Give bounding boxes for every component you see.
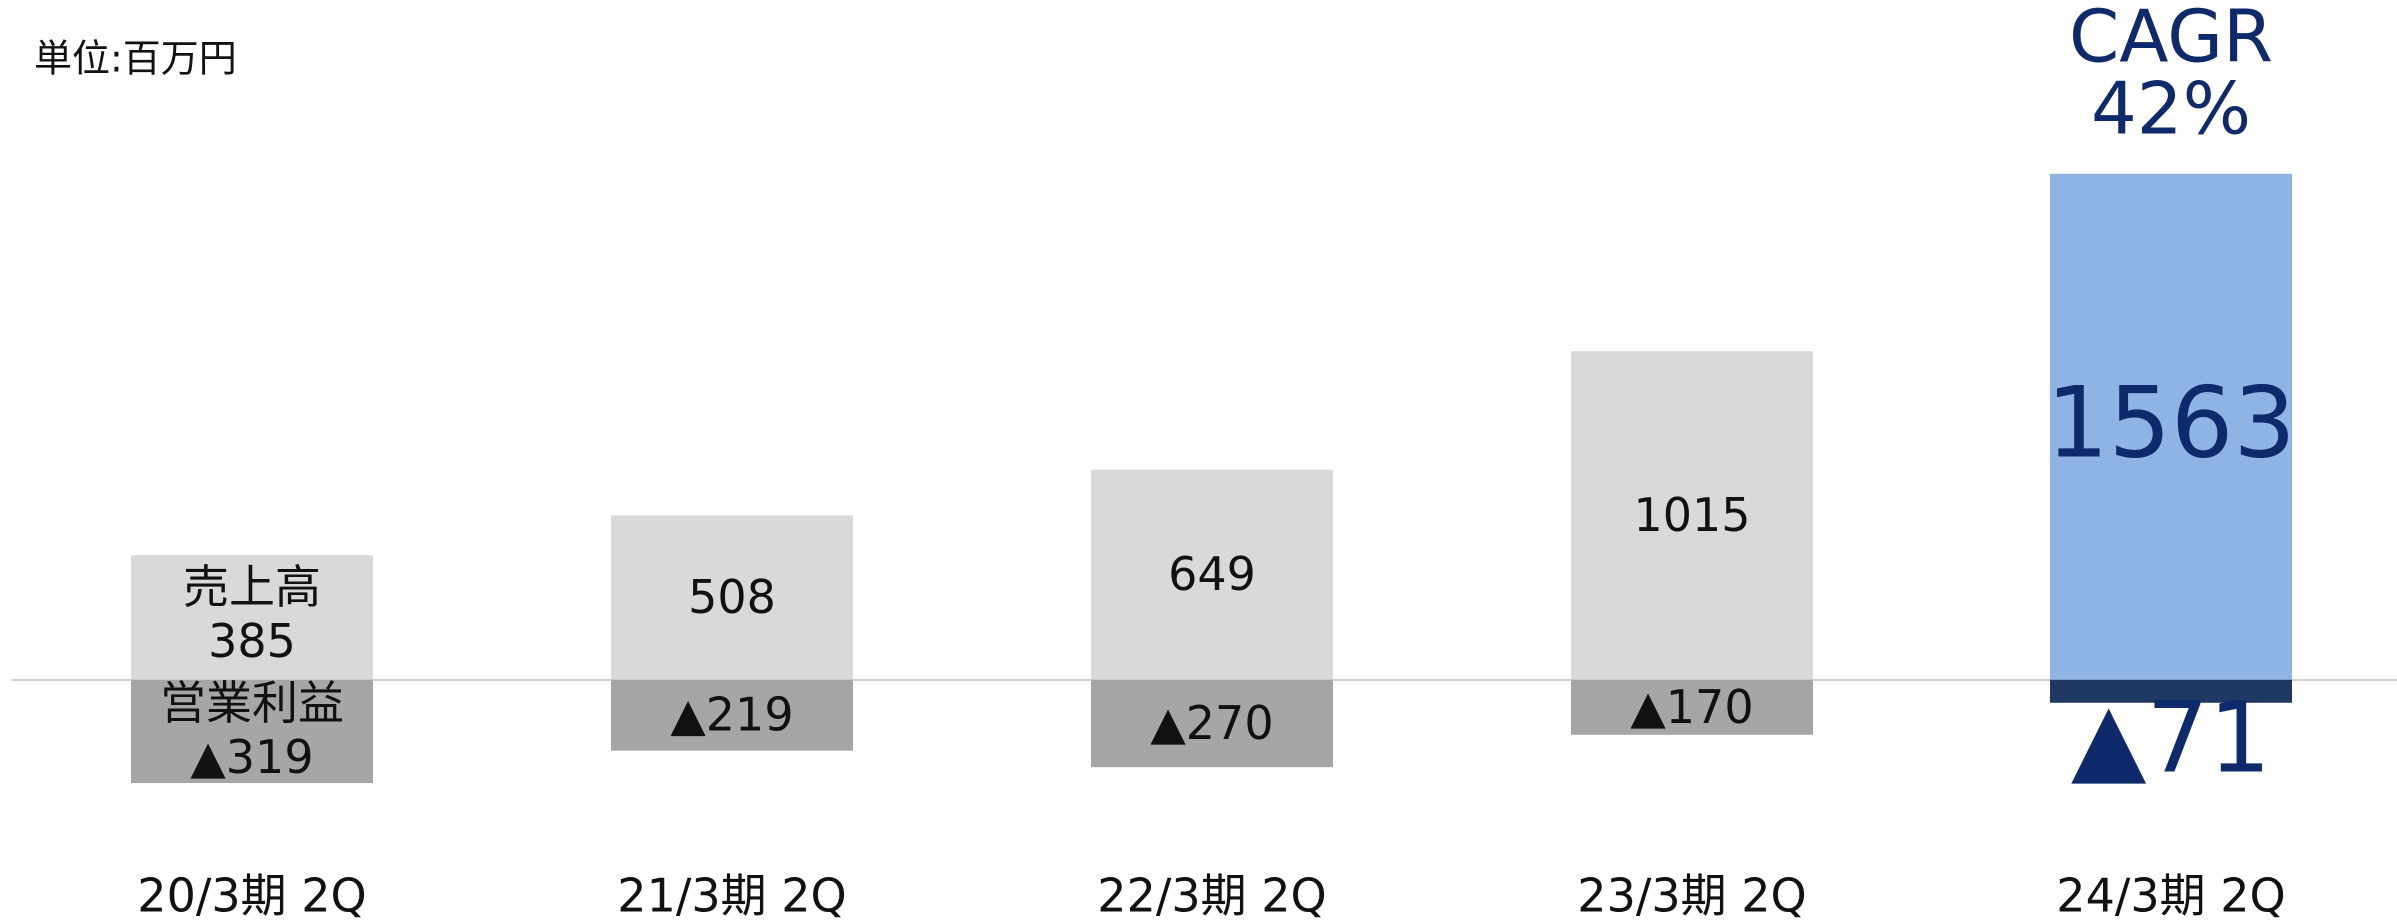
- value-label: ▲219: [670, 688, 793, 742]
- series-name: 営業利益: [160, 676, 344, 730]
- bar: [611, 679, 853, 751]
- bar: [2050, 679, 2292, 703]
- value-label: 649: [1168, 547, 1256, 601]
- bar: [2050, 173, 2292, 680]
- value-label: 1015: [1633, 488, 1750, 542]
- bar: [611, 515, 853, 680]
- series-name: 売上高: [183, 560, 321, 614]
- bar: [1091, 679, 1333, 768]
- bar: [1571, 351, 1813, 680]
- x-tick-label: 24/3期 2Q: [2056, 869, 2285, 922]
- value-label: ▲319: [190, 730, 313, 784]
- unit-label: 単位:百万円: [34, 37, 237, 81]
- x-tick-label: 23/3期 2Q: [1577, 869, 1806, 922]
- x-tick-label: 22/3期 2Q: [1097, 869, 1326, 922]
- bar: [1091, 469, 1333, 680]
- value-label: 1563: [2046, 367, 2295, 481]
- value-label: 508: [688, 570, 776, 624]
- value-label: ▲270: [1150, 696, 1273, 750]
- value-label: ▲170: [1630, 680, 1753, 734]
- bar: [131, 679, 373, 784]
- bar: [131, 555, 373, 680]
- x-tick-label: 20/3期 2Q: [137, 869, 366, 922]
- value-label: 385: [208, 614, 296, 668]
- x-tick-label: 21/3期 2Q: [617, 869, 846, 922]
- bar: [1571, 679, 1813, 735]
- annotation: CAGR: [2069, 0, 2273, 78]
- annotation: 42%: [2091, 66, 2251, 150]
- value-label: ▲71: [2071, 682, 2271, 796]
